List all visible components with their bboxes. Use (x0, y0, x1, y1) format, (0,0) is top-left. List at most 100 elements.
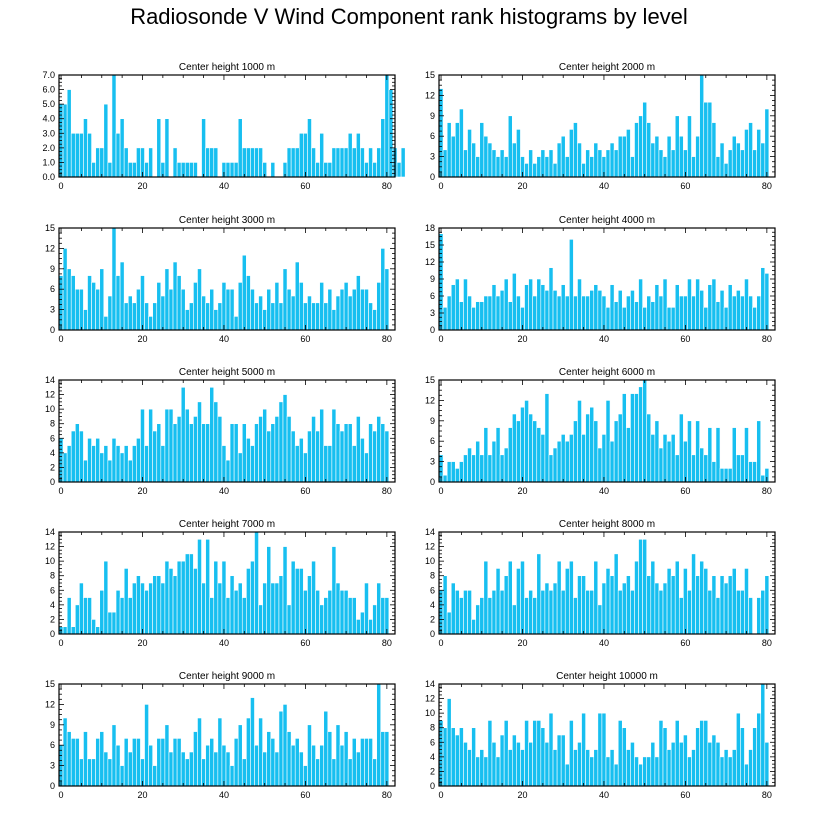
histogram-bar (303, 132, 308, 178)
x-tick-label: 60 (300, 181, 310, 191)
histogram-bar (617, 720, 623, 787)
y-tick-label: 2 (430, 766, 435, 776)
histogram-bar (536, 553, 542, 635)
histogram-bar (630, 393, 635, 483)
y-tick-label: 0.0 (42, 172, 55, 182)
histogram-bar (626, 575, 631, 635)
histogram-bar (727, 149, 733, 178)
histogram-bar (524, 284, 529, 331)
histogram-bar (197, 538, 202, 635)
histogram-bar (339, 430, 345, 483)
histogram-bar (193, 416, 198, 483)
histogram-bar (91, 162, 96, 178)
histogram-bar (119, 452, 125, 483)
histogram-bar (193, 162, 198, 178)
histogram-bar (160, 582, 166, 635)
y-tick-label: 2 (50, 614, 55, 624)
histogram-bar (650, 301, 656, 331)
y-tick-label: 8 (50, 571, 55, 581)
histogram-bar (270, 738, 276, 787)
histogram-bar (723, 307, 729, 331)
histogram-bar (711, 461, 717, 483)
histogram-bar (91, 758, 96, 787)
histogram-bar (351, 445, 357, 483)
y-tick-label: 9 (50, 264, 55, 274)
histogram-bar (323, 445, 329, 483)
histogram-bar (347, 132, 353, 178)
histogram-bar (331, 758, 337, 787)
histogram-bar (621, 582, 627, 635)
histogram-bar (471, 619, 476, 635)
histogram-bar (201, 423, 206, 483)
histogram-bar (136, 738, 141, 787)
histogram-bar (294, 261, 300, 331)
histogram-bar (569, 720, 574, 787)
histogram-bar (503, 156, 509, 178)
histogram-bar (454, 278, 460, 331)
histogram-bar (630, 156, 635, 178)
histogram-bar (176, 560, 182, 635)
histogram-bar (95, 738, 101, 787)
histogram-bar (593, 749, 599, 787)
histogram-bar (597, 712, 603, 787)
histogram-bar (380, 731, 386, 787)
histogram-bar (319, 408, 325, 483)
histogram-bar (180, 751, 186, 787)
histogram-bar (569, 560, 574, 635)
histogram-bar (172, 738, 178, 787)
histogram-bar (246, 275, 251, 331)
histogram-bar (217, 717, 223, 787)
x-tick-label: 20 (137, 486, 147, 496)
x-tick-label: 40 (599, 181, 609, 191)
x-tick-label: 60 (300, 638, 310, 648)
histogram-bar (152, 765, 158, 787)
histogram-bar (532, 163, 538, 178)
histogram-bar (250, 560, 255, 635)
histogram-bar (740, 295, 745, 331)
histogram-bar (62, 103, 68, 178)
histogram-bar (475, 440, 481, 483)
histogram-bar (262, 408, 268, 483)
histogram-bar (552, 582, 558, 635)
histogram-bar (290, 744, 296, 787)
x-tick-label: 60 (300, 486, 310, 496)
histogram-bar (499, 454, 505, 483)
histogram-bar (552, 749, 558, 787)
histogram-bar (298, 437, 304, 483)
histogram-bar (217, 582, 223, 635)
histogram-bar (666, 440, 672, 483)
histogram-bar (327, 589, 333, 635)
histogram-bar (719, 756, 725, 787)
histogram-bar (463, 278, 468, 331)
histogram-bar (589, 156, 595, 178)
histogram-bar (132, 302, 137, 331)
histogram-bar (621, 393, 627, 483)
histogram-bar (454, 122, 460, 178)
histogram-bar (290, 147, 296, 178)
x-tick-label: 80 (382, 790, 392, 800)
histogram-bar (160, 445, 166, 483)
histogram-bar (347, 423, 353, 483)
histogram-bar (66, 731, 72, 787)
histogram-bar (711, 734, 717, 787)
histogram-bar (503, 278, 509, 331)
histogram-bar (634, 756, 639, 787)
histogram-bar (560, 434, 566, 483)
histogram-bar (343, 731, 349, 787)
histogram-bar (650, 741, 656, 787)
histogram-bar (144, 302, 149, 331)
histogram-bar (727, 284, 733, 331)
histogram-bar (99, 268, 105, 331)
histogram-bar (467, 589, 472, 635)
histogram-bar (127, 597, 133, 635)
histogram-bar (752, 149, 757, 178)
histogram-bar (593, 142, 599, 178)
histogram-bar (446, 698, 452, 787)
histogram-bar (197, 717, 202, 787)
histogram-bar (723, 582, 729, 635)
histogram-bar (678, 741, 684, 787)
histogram-bar (311, 147, 316, 178)
histogram-bar (136, 147, 141, 178)
histogram-bar (66, 597, 72, 635)
histogram-bar (176, 416, 182, 483)
